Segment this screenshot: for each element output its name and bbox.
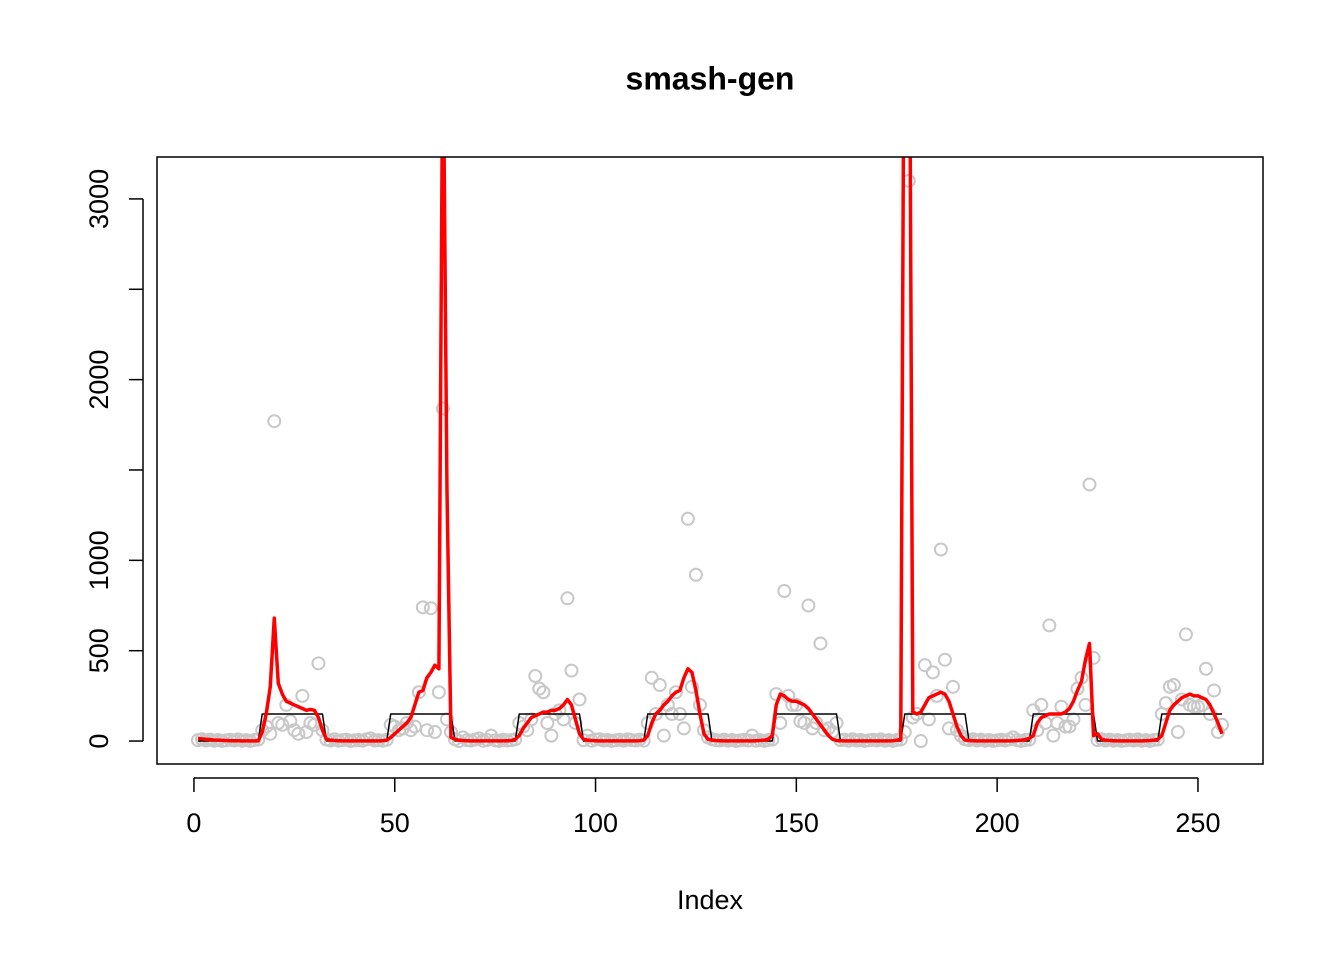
data-point bbox=[1062, 719, 1077, 734]
data-point bbox=[777, 584, 792, 599]
y-tick-label: 500 bbox=[84, 628, 114, 673]
x-tick-label: 100 bbox=[573, 808, 618, 838]
x-axis-label: Index bbox=[677, 885, 744, 915]
data-point bbox=[937, 652, 952, 667]
data-point bbox=[572, 692, 587, 707]
data-point bbox=[1082, 477, 1097, 492]
data-point bbox=[419, 723, 434, 738]
data-point bbox=[941, 721, 956, 736]
data-point bbox=[564, 663, 579, 678]
data-point bbox=[415, 600, 430, 615]
data-point bbox=[1046, 728, 1061, 743]
data-point bbox=[311, 656, 326, 671]
data-point bbox=[945, 679, 960, 694]
data-point bbox=[1042, 618, 1057, 633]
data-point bbox=[913, 734, 928, 749]
data-point bbox=[407, 719, 422, 734]
data-point bbox=[668, 685, 683, 700]
chart-title: smash-gen bbox=[626, 60, 795, 96]
data-point bbox=[897, 725, 912, 740]
data-point bbox=[684, 679, 699, 694]
x-tick-label: 50 bbox=[380, 808, 410, 838]
y-tick-label: 1000 bbox=[84, 530, 114, 590]
y-tick-label: 3000 bbox=[84, 169, 114, 229]
data-point bbox=[435, 401, 450, 416]
data-point bbox=[925, 665, 940, 680]
data-point bbox=[427, 725, 442, 740]
data-point bbox=[801, 598, 816, 613]
data-point bbox=[1186, 699, 1201, 714]
y-tick-label: 0 bbox=[84, 734, 114, 749]
data-point bbox=[399, 715, 414, 730]
data-point bbox=[953, 728, 968, 743]
data-point bbox=[540, 715, 555, 730]
data-point bbox=[275, 717, 290, 732]
data-point bbox=[1178, 627, 1193, 642]
data-point bbox=[1050, 715, 1065, 730]
x-tick-label: 200 bbox=[975, 808, 1020, 838]
data-point bbox=[263, 726, 278, 741]
data-point bbox=[528, 668, 543, 683]
data-point bbox=[680, 511, 695, 526]
y-tick-label: 2000 bbox=[84, 350, 114, 410]
data-point bbox=[267, 414, 282, 429]
data-point bbox=[1158, 696, 1173, 711]
data-point bbox=[1034, 697, 1049, 712]
data-point bbox=[1058, 719, 1073, 734]
data-point bbox=[933, 542, 948, 557]
data-point bbox=[295, 688, 310, 703]
data-point bbox=[1170, 725, 1185, 740]
data-point bbox=[544, 728, 559, 743]
data-point bbox=[813, 636, 828, 651]
data-point bbox=[411, 685, 426, 700]
x-tick-label: 0 bbox=[186, 808, 201, 838]
data-point bbox=[652, 678, 667, 693]
data-point bbox=[644, 670, 659, 685]
data-point bbox=[656, 728, 671, 743]
data-point bbox=[560, 591, 575, 606]
data-point bbox=[1207, 683, 1222, 698]
data-point bbox=[431, 685, 446, 700]
plot-frame bbox=[156, 156, 1264, 765]
data-line bbox=[197, 157, 1224, 743]
data-point bbox=[536, 685, 551, 700]
data-point bbox=[403, 723, 418, 738]
x-tick-label: 250 bbox=[1175, 808, 1220, 838]
data-point bbox=[291, 726, 306, 741]
data-point bbox=[676, 721, 691, 736]
data-point bbox=[1198, 661, 1213, 676]
plot-area bbox=[190, 157, 1230, 749]
data-point bbox=[688, 567, 703, 582]
data-point bbox=[532, 681, 547, 696]
data-point bbox=[423, 601, 438, 616]
data-point bbox=[1166, 678, 1181, 693]
x-tick-label: 150 bbox=[774, 808, 819, 838]
data-point bbox=[785, 697, 800, 712]
data-point bbox=[917, 658, 932, 673]
